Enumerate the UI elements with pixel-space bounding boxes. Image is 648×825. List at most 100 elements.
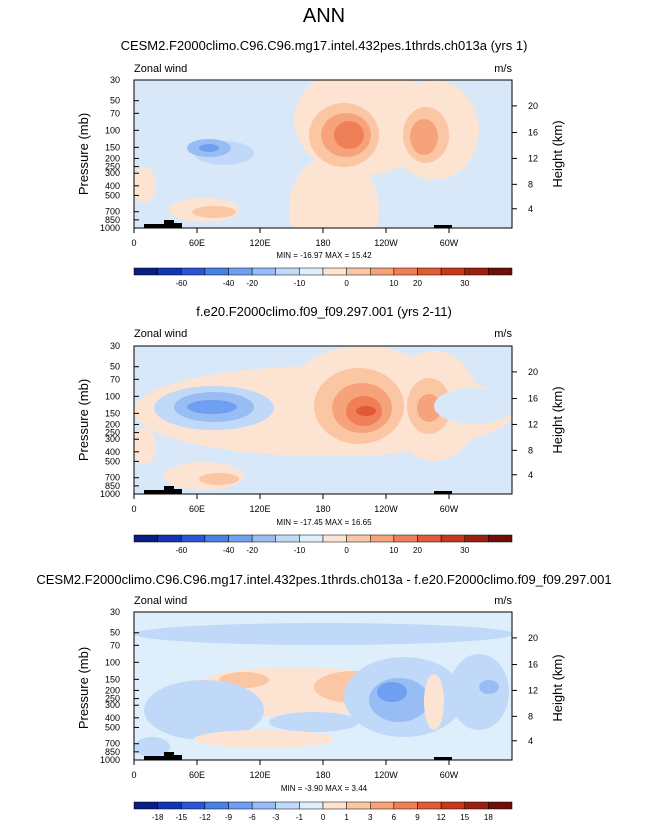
colorbar-swatch	[228, 534, 253, 543]
y-tick-label: 100	[105, 657, 120, 667]
colorbar-label: -10	[294, 279, 306, 288]
colorbar-swatch	[370, 267, 395, 276]
y-tick-label: 1000	[100, 489, 120, 499]
colorbar-swatch	[393, 267, 418, 276]
colorbar-swatch	[251, 267, 276, 276]
terrain-mask	[164, 486, 174, 494]
panel-3: CESM2.F2000climo.C96.C96.mg17.intel.432p…	[36, 572, 611, 822]
height-tick-label: 8	[528, 179, 533, 189]
contour-region	[199, 473, 239, 485]
contour-region	[449, 654, 509, 730]
y-tick-label: 250	[105, 694, 120, 704]
x-tick-label: 0	[131, 238, 136, 248]
colorbar-label: -12	[199, 813, 211, 822]
colorbar-swatch	[322, 267, 347, 276]
colorbar-swatch	[204, 534, 229, 543]
y-tick-label: 500	[105, 456, 120, 466]
contour-region	[377, 682, 407, 702]
variable-label: Zonal wind	[134, 328, 187, 340]
height-tick-label: 4	[528, 470, 533, 480]
y-axis-right-label: Height (km)	[550, 386, 565, 453]
x-tick-label: 60E	[189, 504, 205, 514]
x-tick-label: 120W	[374, 238, 398, 248]
contour-region	[194, 730, 334, 748]
x-tick-label: 60W	[440, 504, 459, 514]
height-tick-label: 16	[528, 128, 538, 138]
colorbar-swatch	[204, 801, 229, 810]
y-tick-label: 50	[110, 96, 120, 106]
colorbar-swatch	[157, 801, 182, 810]
y-tick-label: 70	[110, 108, 120, 118]
y-tick-label: 400	[105, 713, 120, 723]
colorbar-swatch	[488, 801, 513, 810]
y-tick-label: 50	[110, 628, 120, 638]
stats-text: MIN = -17.45 MAX = 16.65	[276, 518, 372, 527]
height-tick-label: 16	[528, 660, 538, 670]
colorbar-swatch	[370, 534, 395, 543]
height-tick-label: 4	[528, 204, 533, 214]
colorbar-swatch	[275, 267, 300, 276]
colorbar: -60 -40 -20 -10 0 10 20 30	[133, 267, 513, 288]
colorbar-swatch	[440, 801, 465, 810]
colorbar-swatch	[228, 801, 253, 810]
colorbar-label: 15	[460, 813, 469, 822]
colorbar-label: 30	[460, 279, 469, 288]
contour-region	[410, 119, 438, 155]
colorbar-swatch	[393, 534, 418, 543]
y-tick-label: 200	[105, 419, 120, 429]
colorbar-swatch	[299, 267, 324, 276]
colorbar-label: 20	[413, 279, 422, 288]
colorbar-swatch	[133, 534, 158, 543]
stats-text: MIN = -3.90 MAX = 3.44	[281, 784, 368, 793]
terrain-mask	[164, 220, 174, 228]
x-tick-label: 120E	[249, 238, 270, 248]
colorbar-swatch	[299, 534, 324, 543]
terrain-mask	[434, 757, 452, 760]
colorbar-label: -20	[246, 546, 258, 555]
variable-label: Zonal wind	[134, 595, 187, 607]
colorbar-label: -40	[223, 279, 235, 288]
colorbar-label: -60	[175, 279, 187, 288]
panel-title: CESM2.F2000climo.C96.C96.mg17.intel.432p…	[36, 572, 611, 587]
colorbar-label: 0	[321, 813, 326, 822]
y-tick-label: 250	[105, 428, 120, 438]
height-tick-label: 12	[528, 685, 538, 695]
y-tick-label: 70	[110, 640, 120, 650]
panel-title: f.e20.F2000climo.f09_f09.297.001 (yrs 2-…	[196, 304, 452, 319]
colorbar-swatch	[346, 534, 371, 543]
contour-region	[134, 623, 512, 645]
terrain-mask	[434, 225, 452, 228]
terrain-mask	[164, 752, 174, 760]
colorbar-swatch	[370, 801, 395, 810]
colorbar-swatch	[133, 801, 158, 810]
x-tick-label: 180	[315, 238, 330, 248]
y-tick-label: 150	[105, 142, 120, 152]
colorbar-swatch	[417, 267, 442, 276]
height-tick-label: 8	[528, 445, 533, 455]
contour-region	[187, 400, 237, 414]
y-tick-label: 700	[105, 739, 120, 749]
x-tick-label: 180	[315, 504, 330, 514]
y-tick-label: 400	[105, 181, 120, 191]
height-tick-label: 4	[528, 736, 533, 746]
x-tick-label: 60W	[440, 770, 459, 780]
y-axis-label: Pressure (mb)	[76, 647, 91, 729]
contour-region	[479, 680, 499, 694]
colorbar: -18 -15 -12 -9 -6 -3 -1 0 1 3 6 9 12 15 18	[133, 801, 513, 822]
x-tick-label: 0	[131, 770, 136, 780]
y-tick-label: 850	[105, 481, 120, 491]
y-axis-label: Pressure (mb)	[76, 379, 91, 461]
colorbar-swatch	[464, 534, 489, 543]
y-tick-label: 200	[105, 685, 120, 695]
colorbar-label: -10	[294, 546, 306, 555]
y-tick-label: 30	[110, 341, 120, 351]
x-tick-label: 60E	[189, 238, 205, 248]
colorbar-swatch	[393, 801, 418, 810]
y-axis-label: Pressure (mb)	[76, 113, 91, 195]
x-tick-label: 0	[131, 504, 136, 514]
colorbar-label: 0	[344, 279, 349, 288]
y-tick-label: 70	[110, 374, 120, 384]
y-tick-label: 500	[105, 190, 120, 200]
colorbar-swatch	[181, 534, 206, 543]
height-tick-label: 20	[528, 101, 538, 111]
